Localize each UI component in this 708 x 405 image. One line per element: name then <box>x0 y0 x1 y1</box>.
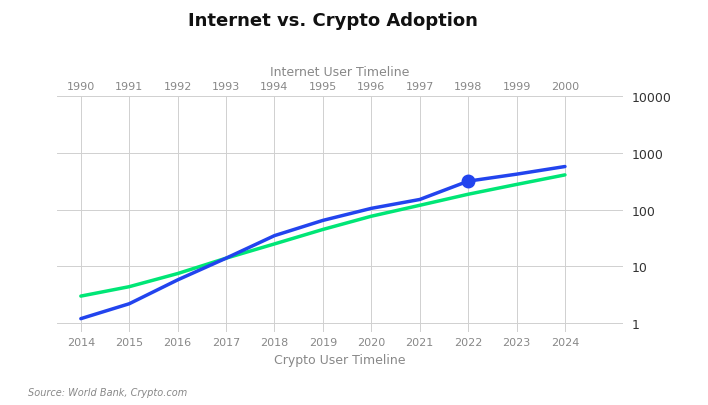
Text: Internet vs. Crypto Adoption: Internet vs. Crypto Adoption <box>188 12 478 30</box>
Text: Source: World Bank, Crypto.com: Source: World Bank, Crypto.com <box>28 387 188 397</box>
X-axis label: Crypto User Timeline: Crypto User Timeline <box>274 353 406 366</box>
X-axis label: Internet User Timeline: Internet User Timeline <box>270 66 409 79</box>
